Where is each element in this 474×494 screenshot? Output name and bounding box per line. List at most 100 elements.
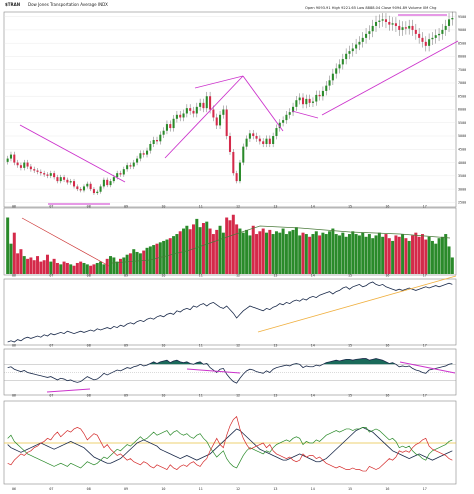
- candle-body: [268, 138, 271, 144]
- panel-year-label: 07: [49, 205, 53, 209]
- panel-year-label: 15: [348, 274, 352, 278]
- candle-body: [109, 181, 112, 186]
- volume-bar: [36, 256, 40, 274]
- volume-bar: [192, 224, 195, 274]
- volume-downtrend-line: [21, 217, 110, 267]
- price-y-tick: 9500: [458, 15, 466, 19]
- volume-bar: [401, 234, 405, 274]
- volume-bar: [228, 220, 232, 274]
- volume-bar: [82, 262, 86, 274]
- candle-body: [398, 25, 401, 30]
- volume-bar: [135, 251, 139, 274]
- price-y-tick-labels: 9500 9000 8500 8000 7500 7000 6500 6000 5500 5000…: [458, 15, 466, 205]
- volume-bar: [351, 231, 355, 274]
- volume-bar: [142, 250, 146, 274]
- volume-bar: [274, 231, 278, 274]
- candle-body: [345, 53, 348, 60]
- x-year-label: 12: [236, 487, 240, 491]
- volume-bar: [261, 228, 265, 274]
- volume-bar: [377, 232, 381, 274]
- candle-body: [451, 17, 454, 20]
- volume-bar: [251, 225, 255, 274]
- panel-year-label: 07: [49, 344, 53, 348]
- volume-bar: [364, 236, 368, 274]
- volume-bar: [347, 234, 351, 274]
- candle-body: [146, 150, 149, 155]
- candle-body: [252, 133, 255, 137]
- panel-year-label: 06: [12, 205, 16, 209]
- candle-body: [69, 181, 72, 183]
- volume-bar: [304, 234, 308, 274]
- price-y-tick: 7000: [458, 81, 466, 85]
- panel-year-label: 09: [124, 205, 128, 209]
- long-term-support-line: [321, 40, 459, 116]
- volume-bar: [109, 256, 113, 274]
- candle-body: [189, 108, 192, 111]
- candle-body: [99, 186, 102, 192]
- x-year-label: 07: [49, 487, 53, 491]
- volume-bar: [155, 243, 159, 274]
- candle-body: [444, 25, 447, 30]
- price-y-tick: 3500: [458, 174, 466, 178]
- volume-bar: [105, 258, 109, 274]
- candle-body: [212, 109, 215, 118]
- volume-bar: [391, 240, 395, 274]
- panel-year-label: 14: [311, 394, 315, 398]
- volume-bar: [188, 229, 192, 274]
- volume-bar: [92, 264, 96, 274]
- candle-body: [331, 73, 334, 81]
- volume-bar: [22, 256, 26, 274]
- candle-body: [275, 128, 278, 137]
- volume-bar: [75, 262, 79, 274]
- x-year-label: 16: [385, 487, 389, 491]
- price-y-tick: 8500: [458, 41, 466, 45]
- candle-body: [295, 100, 298, 107]
- panel-year-label: 12: [236, 205, 240, 209]
- volume-bar: [328, 231, 332, 274]
- x-year-label: 13: [273, 487, 277, 491]
- candle-body: [92, 189, 95, 194]
- volume-bar: [374, 235, 378, 274]
- volume-bar: [102, 264, 106, 274]
- candle-body: [122, 169, 125, 175]
- candle-body: [116, 173, 119, 178]
- candle-body: [351, 48, 354, 52]
- volume-bar: [115, 261, 119, 274]
- candle-body: [19, 165, 22, 168]
- candle-body: [149, 143, 152, 151]
- volume-bar: [444, 234, 448, 274]
- panel-year-label: 16: [385, 344, 389, 348]
- candle-body: [315, 94, 318, 102]
- panel-year-label: 09: [124, 394, 128, 398]
- candle-body: [391, 23, 394, 25]
- volume-bar: [95, 262, 99, 274]
- adx-line: [7, 426, 453, 464]
- candle-body: [418, 33, 421, 38]
- candle-body: [82, 186, 86, 191]
- candle-body: [39, 171, 42, 174]
- volume-bar: [16, 253, 20, 274]
- volume-bar: [420, 234, 424, 274]
- volume-bar: [168, 238, 172, 274]
- panel-year-label: 11: [199, 274, 203, 278]
- panel-year-label: 14: [311, 205, 315, 209]
- candle-body: [341, 59, 344, 65]
- volume-bar: [434, 243, 438, 274]
- price-y-tick: 5500: [458, 121, 466, 125]
- candle-body: [59, 177, 62, 182]
- volume-arc-line: [111, 225, 451, 264]
- candle-body: [404, 27, 407, 29]
- panel-year-label: 16: [385, 394, 389, 398]
- panel-year-label: 10: [161, 394, 165, 398]
- panel-year-label: 06: [12, 344, 16, 348]
- candle-body: [238, 162, 241, 182]
- volume-bar: [255, 234, 259, 274]
- x-year-label: 10: [161, 487, 165, 491]
- candle-body: [235, 173, 238, 182]
- candle-body: [292, 106, 295, 113]
- panel-year-label: 17: [423, 205, 427, 209]
- candle-body: [202, 102, 205, 109]
- volume-bar: [384, 234, 388, 274]
- volume-bar: [248, 235, 252, 274]
